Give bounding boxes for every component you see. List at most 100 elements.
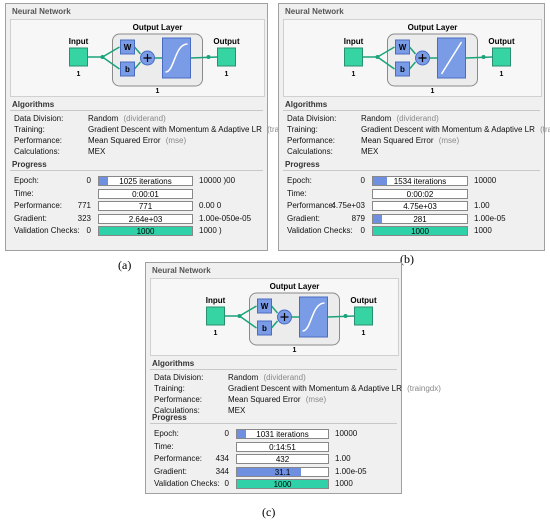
progress-end: 10000: [335, 429, 358, 438]
progress-current: 1534 iterations: [393, 177, 447, 186]
output-size: 1: [225, 71, 229, 78]
panel-title: Neural Network: [152, 266, 211, 275]
weight-label: W: [399, 43, 407, 52]
progress-current: 2.64e+03: [128, 214, 163, 224]
progress-current: 0:00:02: [406, 189, 434, 199]
progress-start: 771: [77, 201, 91, 210]
network-diagram: Input 1 Output Layer Wb 1 Output 1: [150, 278, 399, 356]
progress-end: 1000: [335, 479, 353, 488]
transfer-curve: [440, 41, 463, 75]
bias-label: b: [262, 324, 267, 333]
algorithm-value: MEX: [361, 147, 378, 157]
progress-start: 0: [360, 226, 365, 235]
bias-label: b: [400, 65, 405, 74]
layer-label: Output Layer: [408, 23, 458, 32]
progress-current: 771: [138, 202, 153, 211]
algorithm-value: Gradient Descent with Momentum & Adaptiv…: [88, 125, 301, 135]
algorithm-name: Mean Squared Error: [228, 395, 301, 404]
progress-fill: [237, 430, 247, 438]
plus: [418, 54, 427, 62]
bias-box: [257, 320, 272, 336]
diagram-group: Input 1 Output Layer Wb 1 Output 1: [69, 23, 240, 95]
algorithm-value: Random (dividerand): [361, 114, 439, 124]
algorithm-label: Calculations:: [14, 147, 60, 156]
algorithm-value: MEX: [88, 147, 105, 157]
input-box: [206, 306, 225, 326]
progress-bar: 1000: [372, 226, 468, 236]
algorithm-name: MEX: [361, 147, 379, 156]
progress-bar: 1000: [98, 226, 193, 236]
progress-current: 0:14:51: [269, 442, 296, 452]
progress-fill: [237, 467, 301, 476]
separator: [150, 369, 397, 370]
algorithm-label: Training:: [154, 384, 185, 393]
progress-label: Epoch:: [14, 176, 39, 185]
algorithm-value: MEX: [228, 406, 245, 416]
progress-fill: [99, 227, 192, 235]
progress-fill: [373, 227, 467, 235]
progress-bar: 31.1: [236, 466, 329, 477]
output-size: 1: [500, 71, 504, 78]
progress-bar: 1025 iterations: [98, 176, 193, 186]
algorithm-name: Random: [228, 373, 259, 382]
output-size: 1: [362, 330, 366, 337]
progress-bar: 432: [236, 454, 329, 464]
output-label: Output: [350, 296, 377, 305]
algorithm-hint: (mse): [438, 136, 460, 145]
algorithm-label: Calculations:: [154, 406, 200, 415]
diagram-group: Input 1 Output Layer Wb 1 Output 1: [344, 23, 515, 95]
progress-start: 879: [351, 213, 365, 223]
progress-current: 31.1: [274, 467, 291, 477]
algorithm-hint: (traingdx): [540, 125, 550, 134]
algorithm-value: Gradient Descent with Momentum & Adaptiv…: [228, 384, 441, 394]
layer-label: Output Layer: [270, 282, 320, 291]
algorithm-name: Random: [88, 114, 119, 123]
algorithm-label: Data Division:: [154, 373, 204, 382]
progress-label: Gradient:: [14, 213, 47, 223]
network-diagram: Input 1 Output Layer Wb 1 Output 1: [10, 19, 265, 97]
input-size: 1: [214, 330, 218, 337]
progress-end: 0.00 0: [199, 201, 222, 210]
progress-end: 1.00e-05: [335, 466, 367, 476]
algorithm-hint: (mse): [165, 136, 187, 145]
algorithm-hint: (dividerand): [123, 114, 166, 123]
separator: [150, 423, 397, 424]
separator: [283, 170, 540, 171]
progress-label: Performance:: [14, 201, 63, 210]
algorithm-value: Random (dividerand): [88, 114, 166, 124]
input-label: Input: [344, 37, 364, 46]
weight-box: [257, 298, 272, 314]
progress-current: 1025 iterations: [119, 177, 172, 186]
progress-end: 1.00: [335, 454, 351, 463]
weight-label: W: [261, 302, 269, 311]
progress-label: Time:: [154, 441, 174, 451]
progress-start: 4.75e+03: [331, 201, 365, 210]
node-dot: [343, 314, 348, 318]
input-box: [344, 47, 363, 67]
progress-bar: 281: [372, 213, 468, 224]
progress-end: 10000: [474, 176, 497, 185]
progress-label: Validation Checks:: [14, 226, 80, 235]
algorithm-label: Calculations:: [287, 147, 333, 156]
algorithm-name: Gradient Descent with Momentum & Adaptiv…: [361, 125, 535, 134]
section-heading: Progress: [152, 413, 187, 422]
output-box: [217, 47, 236, 67]
separator: [10, 170, 263, 171]
algorithm-label: Data Division:: [287, 114, 337, 123]
algorithm-label: Training:: [14, 125, 45, 134]
progress-end: 1.00e-05: [474, 213, 506, 223]
weight-box: [120, 39, 135, 55]
section-heading: Algorithms: [285, 100, 328, 109]
algorithm-hint: (dividerand): [263, 373, 306, 382]
progress-label: Gradient:: [287, 213, 320, 223]
progress-bar: 1031 iterations: [236, 429, 329, 439]
progress-fill: [99, 177, 109, 185]
section-heading: Algorithms: [152, 359, 195, 368]
progress-start: 434: [215, 454, 229, 463]
input-size: 1: [352, 71, 356, 78]
progress-label: Time:: [287, 188, 307, 198]
progress-label: Epoch:: [154, 429, 179, 438]
